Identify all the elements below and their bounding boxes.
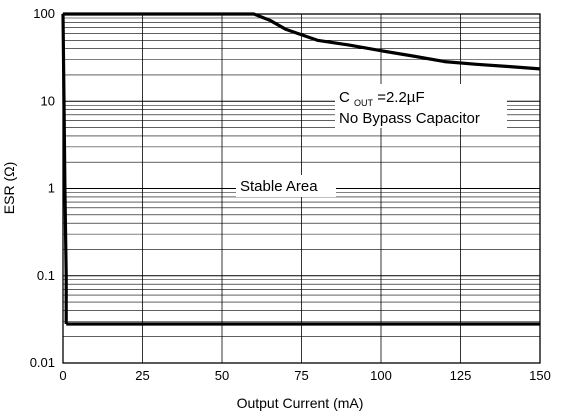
bypass-label: No Bypass Capacitor [339,110,480,127]
condition-main: C [339,89,350,106]
y-tick-label: 0.01 [30,355,55,370]
y-tick-label: 100 [33,6,55,21]
condition-value: =2.2µF [377,89,424,106]
x-tick-label: 25 [135,368,149,383]
x-tick-label: 75 [294,368,308,383]
y-tick-label: 0.1 [37,268,55,283]
plot-frame [62,13,541,364]
x-tick-label: 0 [59,368,66,383]
boundary-curves [61,12,541,326]
x-tick-label: 150 [529,368,551,383]
condition-label-background [335,84,507,128]
annotation-backgrounds [236,84,507,197]
stable-area-label-background [236,175,336,197]
stable-area-label: Stable Area [240,178,318,195]
y-axis-title: ESR (Ω) [1,162,17,214]
y-tick-labels: 0.01 0.1 1 10 100 [30,6,55,370]
x-tick-label: 100 [370,368,392,383]
y-tick-label: 1 [48,181,55,196]
condition-label: C OUT =2.2µF [339,89,425,110]
x-tick-label: 125 [450,368,472,383]
x-axis-title: Output Current (mA) [237,395,364,411]
x-tick-label: 50 [215,368,229,383]
left-boundary-line [61,13,68,324]
x-tick-labels: 0 25 50 75 100 125 150 [59,368,550,383]
y-tick-label: 10 [41,93,55,108]
condition-subscript: OUT [354,98,374,108]
upper-boundary-line [63,12,541,71]
